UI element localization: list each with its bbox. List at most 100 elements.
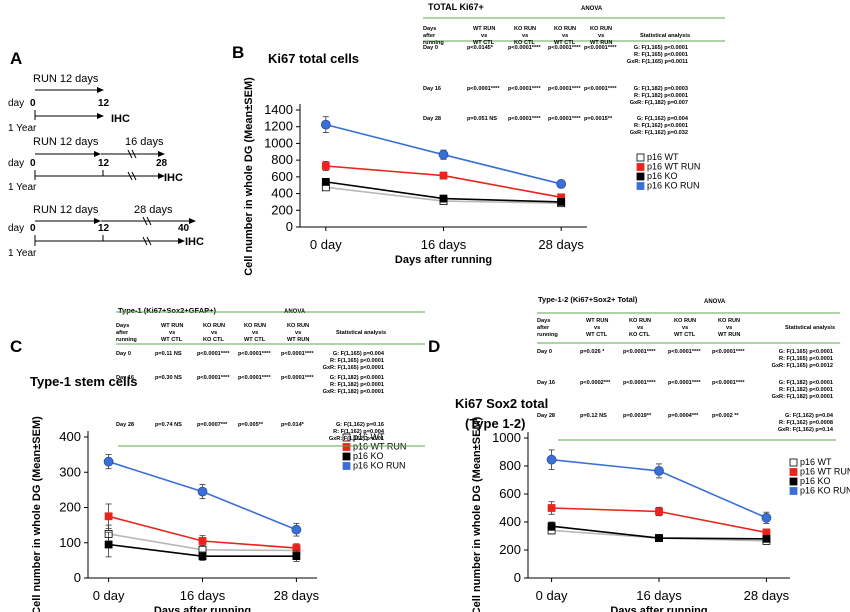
- legend-swatch: [636, 153, 645, 162]
- y-tick-label: 200: [59, 500, 81, 515]
- table-cell: p<0.0001****: [548, 86, 581, 92]
- table-anova-label: ANOVA: [581, 6, 603, 12]
- table-cell: p=0.11 NS: [155, 351, 182, 357]
- y-tick-label: 100: [59, 535, 81, 550]
- timeline-start: 0: [30, 223, 36, 234]
- legend-label: p16 KO: [800, 476, 831, 486]
- y-tick-label: 800: [271, 152, 293, 167]
- table-header-cell: Statistical analysis: [785, 325, 835, 331]
- timeline-after-label: 16 days: [125, 136, 164, 148]
- table-title: TOTAL Ki67+: [428, 2, 484, 12]
- data-point: [654, 465, 664, 476]
- x-tick-label: 16 days: [421, 237, 467, 252]
- y-tick-label: 0: [74, 570, 81, 585]
- y-tick-label: 1400: [264, 102, 293, 117]
- y-axis-label: Cell number in whole DG (Mean±SEM): [31, 416, 43, 612]
- table-stat-r: R: F(1,165) p<0.0001: [779, 356, 833, 362]
- x-axis-label: Days after running: [154, 605, 251, 612]
- legend-label: p16 WT: [647, 152, 679, 162]
- table-stat-gxr: GxR: F(1,165) p=0.0011: [627, 59, 688, 65]
- table-cell: p<0.0001****: [712, 349, 745, 355]
- timeline-mid: 12: [98, 223, 110, 234]
- series-line: [325, 165, 562, 199]
- x-axis-label: Days after running: [610, 605, 707, 612]
- legend-swatch: [636, 163, 645, 171]
- y-tick-label: 1000: [264, 135, 293, 150]
- panel-a: A RUN 12 days day 0 12 IHC 1 Year RUN 12…: [8, 49, 204, 259]
- legend-swatch: [789, 458, 798, 467]
- table-cell: p=0.12 NS: [580, 413, 607, 419]
- data-point: [320, 119, 331, 130]
- timeline-day-label: day: [8, 98, 24, 109]
- data-point: [291, 524, 302, 535]
- chart-d: Ki67 Sox2 total (Type 1-2) 0 200 400 600 800 10…: [455, 295, 850, 612]
- y-tick-label: 200: [271, 202, 293, 217]
- table-header-cell: Statistical analysis: [336, 330, 386, 336]
- y-tick-label: 1200: [264, 119, 293, 134]
- table-cell: p<0.0001****: [548, 45, 581, 51]
- y-tick-label: 300: [59, 464, 81, 479]
- data-point: [104, 540, 113, 549]
- chart-subtitle: (Type 1-2): [465, 416, 525, 431]
- break-mark: [142, 236, 148, 246]
- y-tick-label: 400: [499, 514, 521, 529]
- table-cell: Day 0: [537, 349, 552, 355]
- y-tick-label: 400: [59, 429, 81, 444]
- table-cell: Day 16: [423, 86, 441, 92]
- table-cell: p<0.0145*: [467, 45, 494, 51]
- data-point: [655, 534, 663, 542]
- table-cell: p<0.0001****: [584, 86, 617, 92]
- table-header-cell: KO RUN vs KO CTL: [629, 318, 651, 338]
- series-p16-wt-run: [547, 501, 771, 537]
- y-tick-label: 600: [271, 169, 293, 184]
- table-cell: p=0.051 NS: [467, 116, 497, 122]
- table-header-cell: Days after running: [423, 26, 444, 46]
- timeline-mid: 12: [98, 158, 110, 169]
- table-stat-gxr: GxR: F(1,165) p<0.0001: [323, 365, 384, 371]
- table-stat-g: G: F(1,182) p<0.0001: [330, 375, 384, 381]
- chart-c: Type-1 stem cells 0 100 200 300 400 0 day 16 da…: [30, 306, 425, 612]
- table-stat-r: R: F(1,162) p=0.0008: [779, 420, 833, 426]
- table-cell: p=0.0019**: [623, 413, 652, 419]
- table-cell: p=0.30 NS: [155, 375, 182, 381]
- series-p16-ko-run: [103, 454, 302, 537]
- table-cell: p<0.0001****: [238, 351, 271, 357]
- table-cell: p<0.0001****: [508, 116, 541, 122]
- timeline-year: 1 Year: [8, 182, 37, 193]
- table-cell: p=0.74 NS: [155, 422, 182, 428]
- table-header-cell: WT RUN vs WT CTL: [586, 318, 608, 338]
- table-header-cell: KO RUN vs WT CTL: [554, 26, 576, 46]
- x-tick-label: 16 days: [636, 588, 682, 603]
- legend-label: p16 KO: [647, 171, 678, 181]
- series-p16-ko-run: [546, 449, 772, 524]
- table-title: Type-1-2 (Ki67+Sox2+ Total): [538, 295, 638, 304]
- table-cell: p<0.0001****: [508, 45, 541, 51]
- break-mark: [131, 171, 137, 181]
- table-title: Type-1 (Ki67+Sox2+GFAP+): [118, 306, 217, 315]
- table-cell: p<0.0001****: [584, 45, 617, 51]
- table-stat-g: G: F(1,182) p=0.0003: [634, 86, 688, 92]
- break-mark: [127, 171, 133, 181]
- table-stat-g: G: F(1,162) p=0.004: [637, 116, 689, 122]
- table-anova-label: ANOVA: [704, 299, 726, 305]
- table-header-cell: KO RUN vs WT RUN: [718, 318, 740, 338]
- table-stat-gxr: GxR: F(1,162) p=0.14: [778, 427, 834, 433]
- timeline-1: RUN 12 days day 0 12 IHC 1 Year: [8, 73, 130, 134]
- data-point: [198, 552, 207, 561]
- table-cell: Day 16: [116, 375, 134, 381]
- table-stat-gxr: GxR: F(1,182) p<0.0001: [323, 389, 384, 395]
- legend-swatch: [342, 462, 351, 470]
- break-mark: [142, 216, 148, 226]
- table-cell: p<0.0001****: [712, 380, 745, 386]
- table-cell: p<0.0001****: [281, 351, 314, 357]
- data-point: [761, 512, 772, 523]
- data-point: [321, 177, 330, 186]
- table-stat-g: G: F(1,165) p<0.0001: [779, 349, 833, 355]
- legend-label: p16 KO RUN: [353, 461, 406, 471]
- table-header-cell: KO RUN vs WT RUN: [590, 26, 612, 46]
- data-point: [198, 537, 207, 545]
- table-cell: p<0.0001****: [281, 375, 314, 381]
- series-p16-ko: [547, 521, 771, 543]
- table-cell: Day 0: [423, 45, 438, 51]
